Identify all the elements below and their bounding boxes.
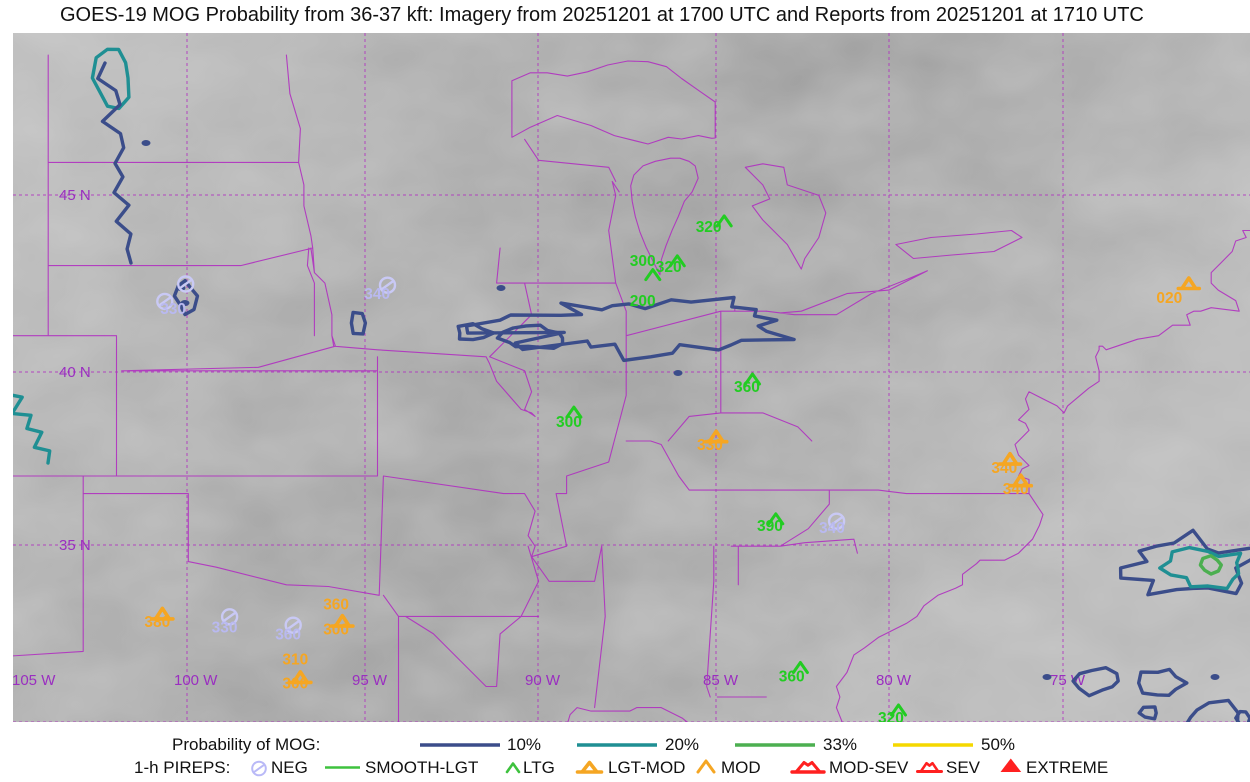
svg-text:330: 330 bbox=[212, 619, 238, 636]
svg-text:340: 340 bbox=[819, 520, 845, 537]
svg-text:300: 300 bbox=[630, 253, 656, 270]
svg-text:80 W: 80 W bbox=[876, 672, 912, 689]
svg-text:330: 330 bbox=[160, 301, 186, 318]
svg-text:300: 300 bbox=[556, 414, 582, 431]
svg-text:SEV: SEV bbox=[946, 758, 981, 777]
svg-text:390: 390 bbox=[757, 518, 783, 535]
svg-text:SMOOTH-LGT: SMOOTH-LGT bbox=[365, 758, 478, 777]
svg-text:380: 380 bbox=[144, 614, 170, 631]
svg-text:360: 360 bbox=[734, 379, 760, 396]
svg-text:MOD: MOD bbox=[721, 758, 761, 777]
svg-text:Probability of MOG:: Probability of MOG: bbox=[172, 735, 320, 754]
svg-text:85 W: 85 W bbox=[703, 672, 739, 689]
svg-text:EXTREME: EXTREME bbox=[1026, 758, 1108, 777]
svg-text:40 N: 40 N bbox=[59, 364, 91, 381]
svg-text:360: 360 bbox=[323, 597, 349, 614]
svg-text:340: 340 bbox=[1003, 481, 1029, 498]
svg-text:320: 320 bbox=[656, 259, 682, 276]
svg-text:320: 320 bbox=[696, 219, 722, 236]
svg-text:330: 330 bbox=[697, 437, 723, 454]
svg-text:340: 340 bbox=[991, 460, 1017, 477]
svg-text:100 W: 100 W bbox=[174, 672, 218, 689]
svg-text:95 W: 95 W bbox=[352, 672, 388, 689]
svg-text:50%: 50% bbox=[981, 735, 1015, 754]
svg-text:90 W: 90 W bbox=[525, 672, 561, 689]
svg-text:320: 320 bbox=[878, 710, 904, 722]
svg-text:360: 360 bbox=[779, 669, 805, 686]
svg-text:LGT-MOD: LGT-MOD bbox=[608, 758, 685, 777]
svg-text:30 N: 30 N bbox=[59, 719, 91, 722]
svg-text:LTG: LTG bbox=[523, 758, 555, 777]
svg-text:1-h PIREPS:: 1-h PIREPS: bbox=[134, 758, 230, 777]
svg-text:20%: 20% bbox=[665, 735, 699, 754]
svg-text:45 N: 45 N bbox=[59, 187, 91, 204]
svg-text:105 W: 105 W bbox=[13, 672, 56, 689]
svg-text:MOD-SEV: MOD-SEV bbox=[829, 758, 909, 777]
svg-text:360: 360 bbox=[275, 627, 301, 644]
svg-text:340: 340 bbox=[364, 286, 390, 303]
svg-text:NEG: NEG bbox=[271, 758, 308, 777]
svg-text:310: 310 bbox=[282, 652, 308, 669]
svg-text:020: 020 bbox=[1156, 290, 1182, 307]
svg-text:200: 200 bbox=[630, 293, 656, 310]
svg-text:300: 300 bbox=[282, 676, 308, 693]
svg-text:35 N: 35 N bbox=[59, 537, 91, 554]
svg-text:10%: 10% bbox=[507, 735, 541, 754]
svg-text:33%: 33% bbox=[823, 735, 857, 754]
svg-text:300: 300 bbox=[323, 621, 349, 638]
